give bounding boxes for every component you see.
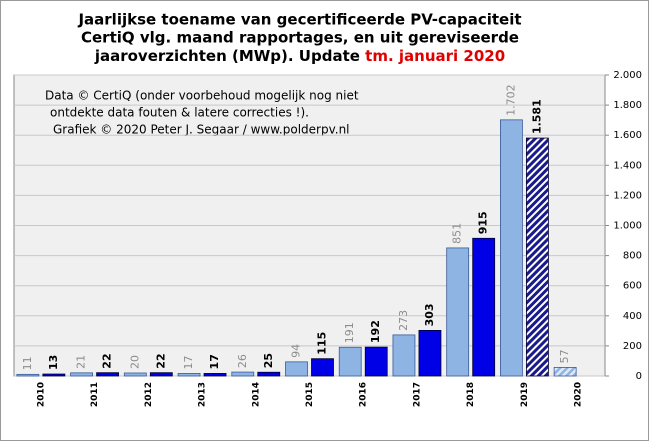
bar: [123, 372, 147, 377]
value-label: 273: [397, 310, 410, 331]
bar: [553, 367, 577, 377]
bar: [311, 358, 334, 377]
value-label: 192: [369, 320, 382, 343]
title-line: Jaarlijkse toename van gecertificeerde P…: [77, 11, 521, 29]
value-label: 25: [262, 353, 275, 368]
title-line: jaaroverzichten (MWp). Update tm. januar…: [94, 47, 505, 65]
title-line: CertiQ vlg. maand rapportages, en uit ge…: [81, 29, 519, 47]
value-label: 115: [316, 332, 329, 355]
value-label: 20: [128, 355, 141, 369]
bar: [526, 137, 549, 377]
title-line: jaaroverzichten (MWp). Update: [94, 47, 365, 65]
bar: [42, 373, 66, 377]
x-tick-label: 2012: [144, 382, 154, 407]
value-label: 1.581: [530, 99, 543, 134]
bar: [338, 346, 362, 377]
bar: [70, 372, 93, 377]
bar: [446, 247, 470, 377]
annotation: Grafiek © 2020 Peter J. Segaar / www.pol…: [53, 123, 350, 137]
value-label: 303: [423, 303, 436, 326]
x-tick-label: 2010: [36, 382, 46, 407]
bar: [231, 371, 255, 377]
value-label: 17: [182, 355, 195, 369]
y-tick-label: 1.800: [613, 100, 642, 111]
value-label: 94: [290, 344, 303, 358]
bar: [285, 361, 308, 377]
value-label: 26: [236, 354, 249, 368]
bar: [257, 371, 281, 377]
value-label: 21: [75, 355, 88, 369]
y-tick-label: 200: [623, 341, 642, 352]
x-tick-label: 2017: [412, 382, 422, 407]
x-tick-label: 2016: [359, 382, 369, 407]
annotation: ontdekte data fouten & latere correcties…: [50, 106, 309, 120]
value-label: 915: [477, 211, 490, 234]
value-label: 13: [47, 355, 60, 370]
value-label: 191: [343, 322, 356, 343]
value-label: 22: [101, 353, 114, 368]
bar: [418, 329, 442, 377]
y-tick-label: 1.200: [613, 190, 642, 201]
y-tick-label: 800: [623, 251, 642, 262]
value-label: 851: [451, 223, 464, 244]
value-label: 22: [154, 353, 167, 368]
bar: [472, 237, 496, 377]
x-tick-label: 2018: [466, 382, 476, 407]
bar: [364, 346, 388, 377]
value-label: 11: [21, 356, 34, 370]
x-tick-label: 2020: [574, 382, 584, 407]
y-tick-label: 0: [636, 371, 642, 382]
y-tick-label: 1.400: [613, 160, 642, 171]
value-label: 57: [558, 349, 571, 363]
y-tick-label: 600: [623, 281, 642, 292]
bar: [177, 373, 201, 377]
bar: [96, 372, 119, 377]
bar: [203, 373, 227, 377]
x-tick-label: 2011: [90, 382, 100, 407]
x-tick-label: 2014: [251, 382, 261, 407]
x-tick-label: 2013: [198, 382, 208, 407]
x-tick-label: 2019: [520, 382, 530, 407]
y-tick-label: 2.000: [613, 70, 642, 81]
x-tick-label: 2015: [305, 382, 315, 407]
value-label: 1.702: [504, 84, 517, 115]
annotation: Data © CertiQ (onder voorbehoud mogelijk…: [45, 89, 359, 103]
value-label: 17: [208, 354, 221, 369]
bar: [500, 119, 523, 377]
y-tick-label: 400: [623, 311, 642, 322]
bar: [16, 373, 40, 377]
y-tick-label: 1.000: [613, 221, 642, 232]
bar: [392, 334, 416, 377]
bar: [149, 372, 173, 377]
title-highlight: tm. januari 2020: [365, 47, 505, 65]
y-tick-label: 1.600: [613, 130, 642, 141]
